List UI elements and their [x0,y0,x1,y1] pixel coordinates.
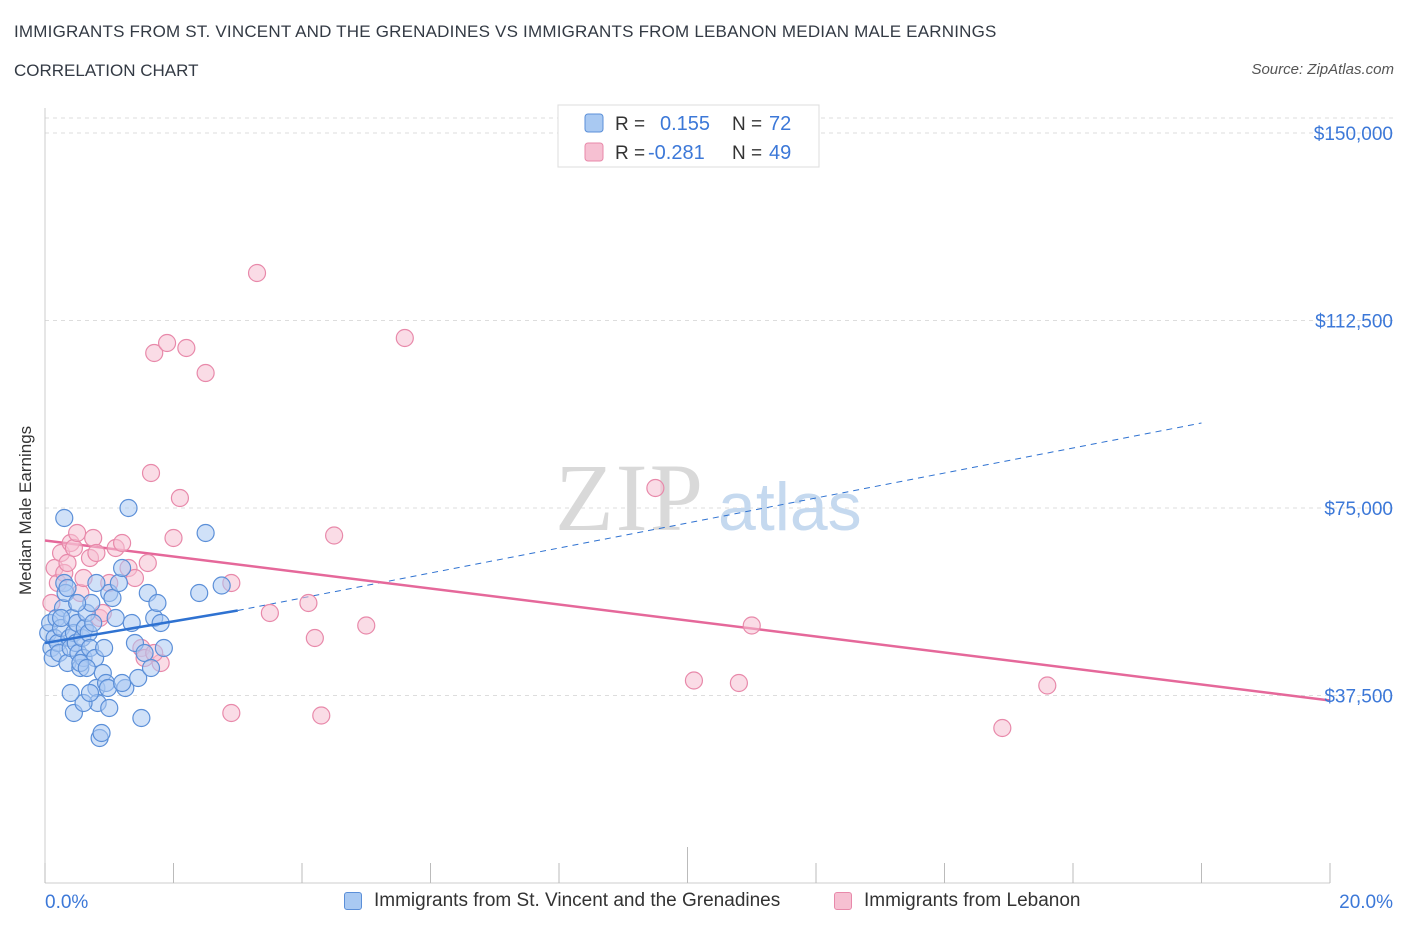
legend-swatch-pink [834,892,852,910]
point-pink [170,488,190,508]
point-blue [119,498,138,518]
legend-swatch-blue [584,113,604,133]
chart-subtitle: CORRELATION CHART [14,61,199,80]
legend-swatch-blue [344,892,362,910]
y-tick-label: $37,500 [1324,687,1393,708]
point-blue [135,643,154,663]
point-pink [729,673,749,693]
point-pink [164,528,183,548]
point-blue [212,576,231,595]
watermark-zip: ZIP [555,444,705,551]
point-blue [68,593,87,613]
point-pink [993,718,1012,738]
point-blue [51,608,71,628]
bottom-legend-item-2[interactable]: Immigrants from Lebanon [834,890,1081,912]
point-pink [325,526,344,545]
point-pink [112,533,132,553]
legend-r-value-1: 0.155 [660,113,710,135]
watermark: ZIP atlas [555,444,862,551]
gridlines [45,117,1395,696]
y-tick-label: $150,000 [1314,124,1393,145]
point-pink [646,478,665,498]
point-pink [141,463,161,483]
legend-r-value-2: -0.281 [648,142,705,164]
trend-line-blue [44,609,238,645]
point-pink [196,363,215,383]
point-blue [103,588,122,608]
chart-title: IMMIGRANTS FROM ST. VINCENT AND THE GREN… [14,22,997,41]
point-blue [61,683,80,703]
point-blue [100,698,119,718]
legend-r-label-2: R = [615,143,645,164]
point-pink [64,538,84,558]
point-blue [109,573,128,593]
y-tick-label: $75,000 [1324,499,1393,520]
point-blue [80,683,100,703]
point-blue [196,523,215,543]
y-tick-label: $112,500 [1315,312,1393,333]
point-blue [154,638,173,658]
bottom-legend-item-1[interactable]: Immigrants from St. Vincent and the Gren… [344,890,780,912]
point-pink [222,703,241,723]
point-blue [106,608,125,628]
point-blue [132,708,151,728]
point-pink [84,528,103,548]
watermark-atlas: atlas [718,469,862,545]
point-pink [312,706,331,725]
tick-labels: $37,500 $75,000 $112,500 $150,000 0.0% 20.0% [45,124,1393,913]
point-pink [247,263,267,283]
point-pink [145,343,164,363]
point-blue [58,578,77,598]
point-pink [357,616,376,635]
legend-label-1: Immigrants from St. Vincent and the Gren… [374,890,781,911]
point-blue [77,658,96,678]
point-blue [141,658,161,678]
point-pink [742,616,761,635]
point-blue [55,508,74,528]
legend-label-2: Immigrants from Lebanon [864,890,1081,911]
axes [44,108,1331,884]
legend-n-label-1: N = [732,114,762,135]
point-blue [112,558,132,578]
point-pink [157,333,177,353]
point-pink [299,593,318,613]
point-pink [58,553,77,573]
point-blue [148,593,167,613]
point-blue [92,723,111,743]
point-pink [177,338,196,358]
point-blue [190,583,209,603]
point-pink [395,328,414,348]
legend-swatch-pink [584,142,604,162]
point-blue [95,638,114,658]
point-pink [138,553,157,573]
point-pink [305,628,324,648]
point-pink [68,523,87,543]
point-pink [87,543,106,563]
trend-lines [44,422,1331,702]
legend-top: R = 0.155 N = 72 R = -0.281 N = 49 [557,104,820,168]
legend-n-value-2: 49 [769,142,791,164]
x-tick-label-max: 20.0% [1339,892,1393,913]
source-label: Source: ZipAtlas.com [1251,61,1394,78]
point-blue [84,613,103,633]
point-blue [87,573,106,593]
point-pink [260,603,279,623]
point-pink [684,671,704,690]
trend-line-blue-dashed [237,422,1202,611]
legend-n-label-2: N = [732,143,762,164]
legend-n-value-1: 72 [769,113,791,135]
trend-line-pink [44,539,1331,702]
legend-r-label-1: R = [615,114,645,135]
data-points [39,263,1057,748]
x-tick-label-min: 0.0% [45,892,88,913]
point-pink [1038,676,1057,695]
point-blue [112,673,132,693]
